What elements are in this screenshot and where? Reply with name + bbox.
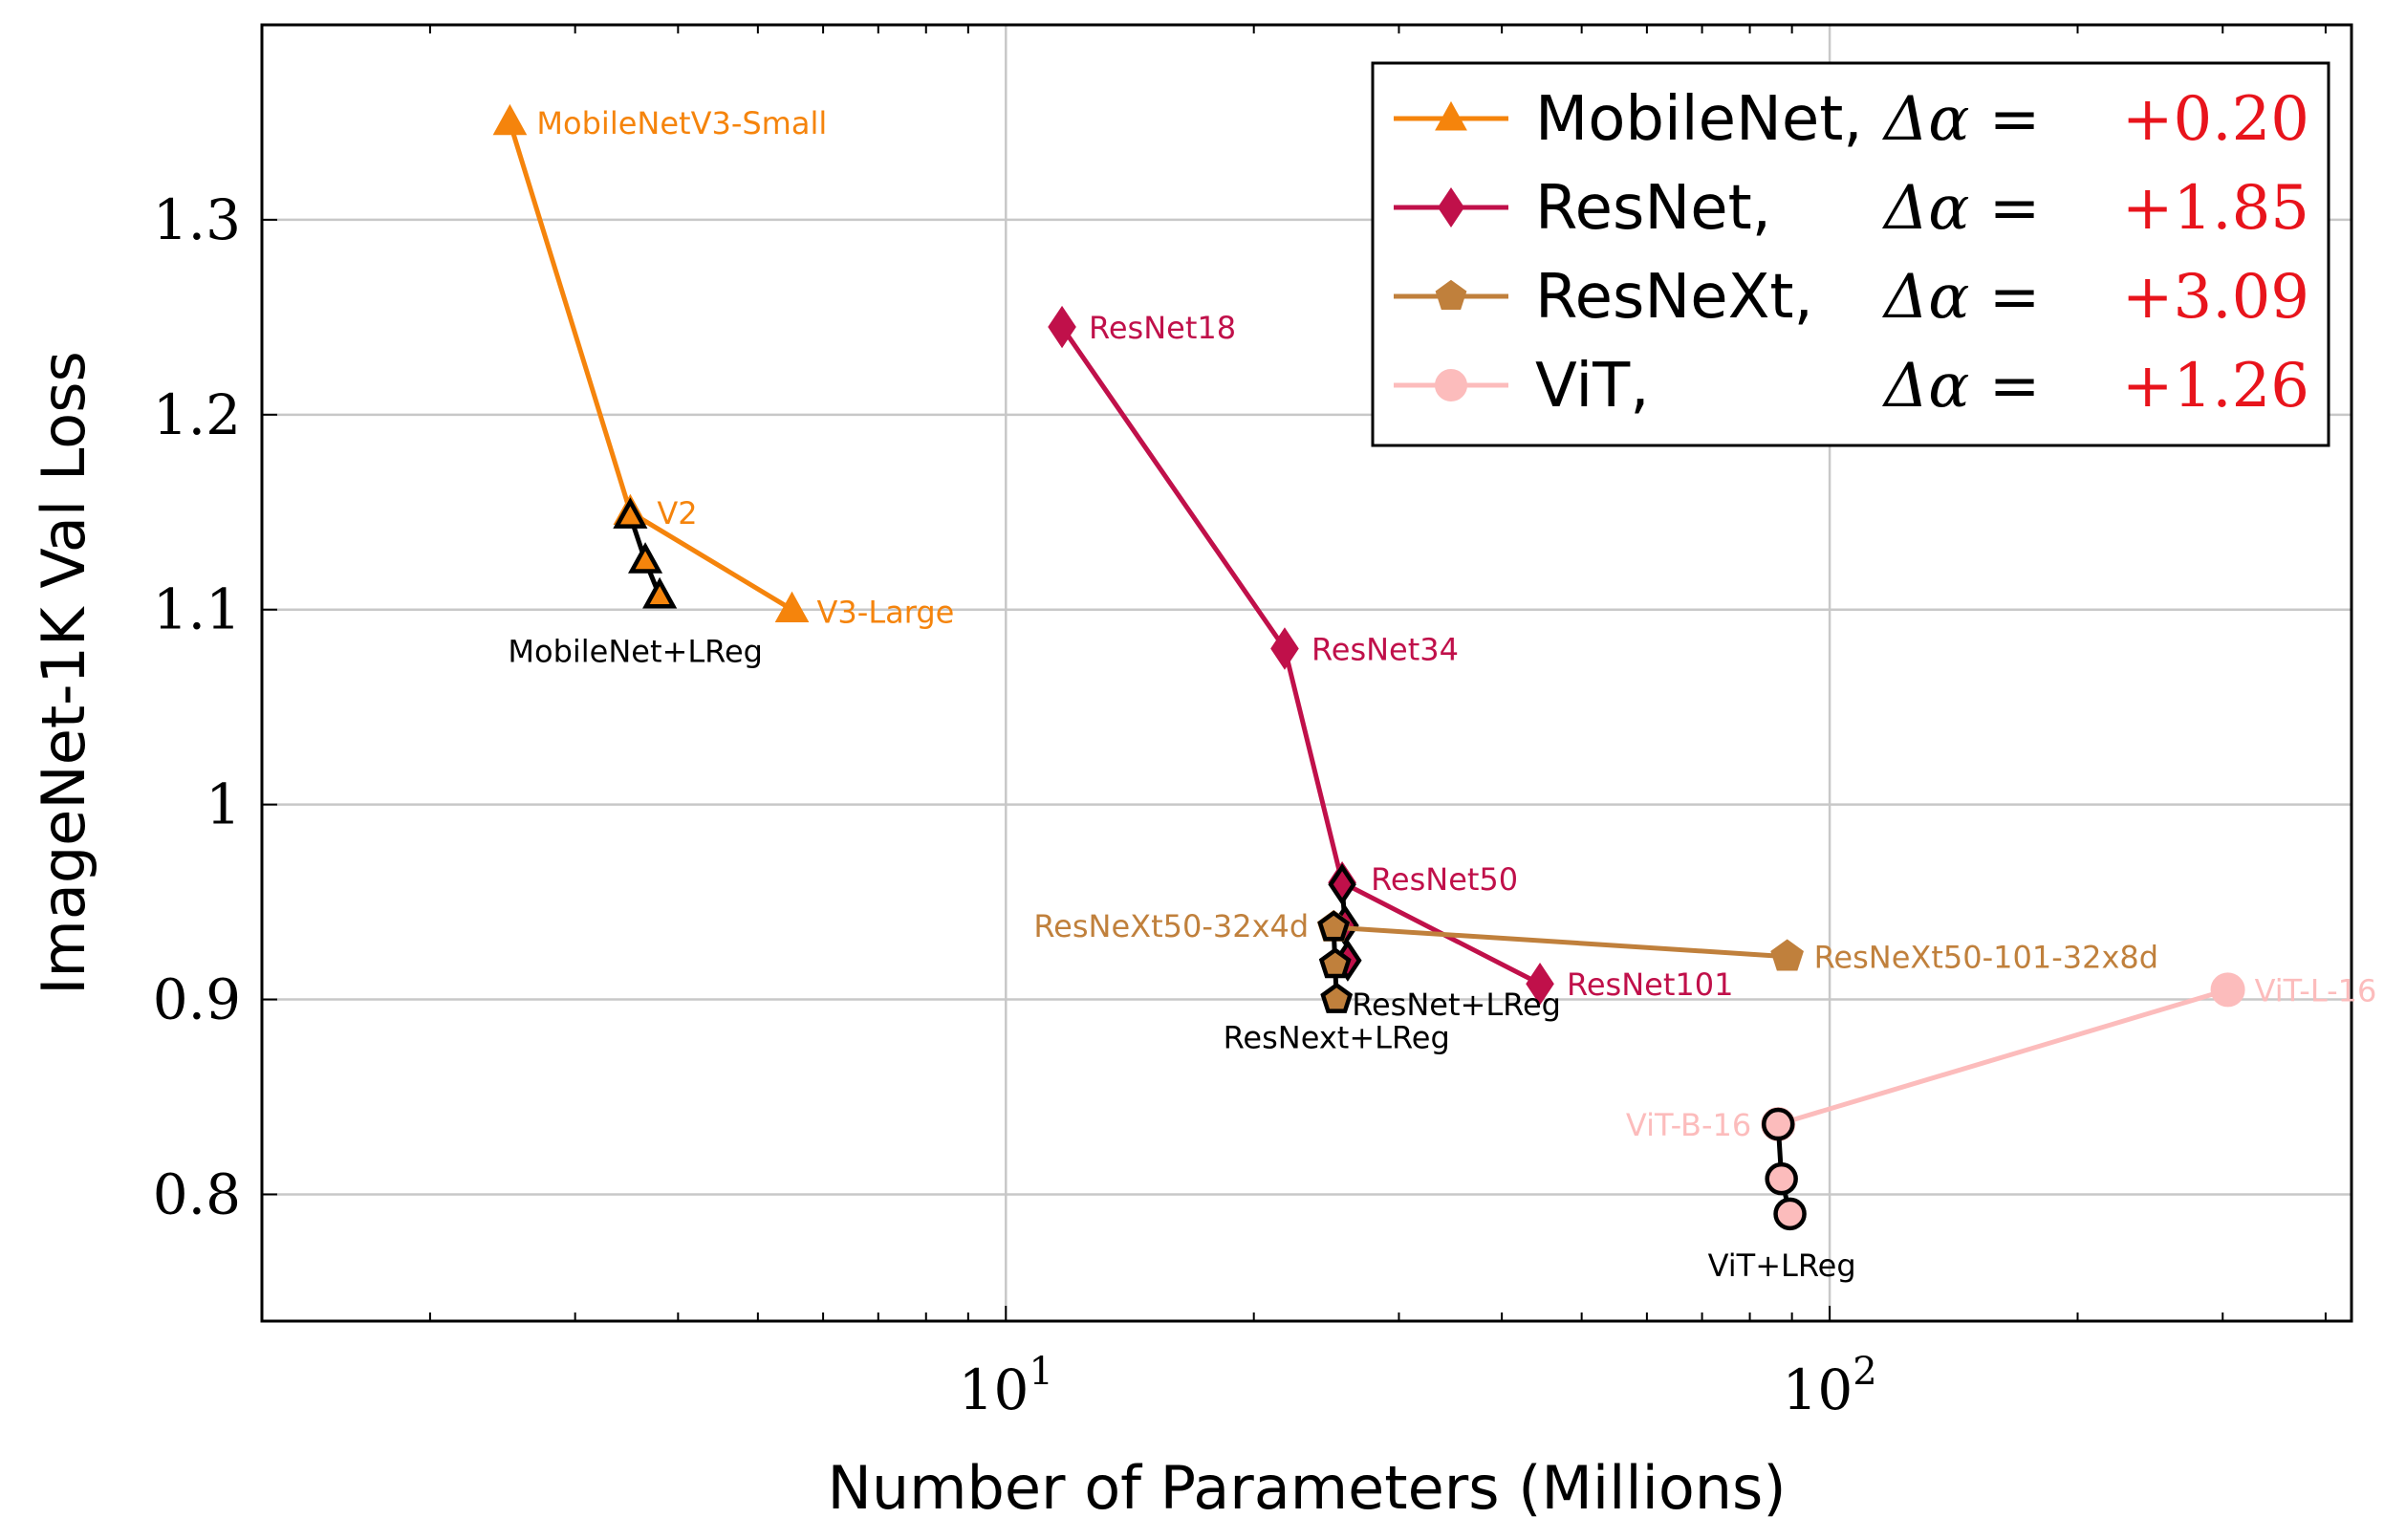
- lreg-label: ResNext+LReg: [1224, 1019, 1450, 1055]
- x-tick-exponent: 2: [1853, 1350, 1876, 1394]
- x-axis-tick-labels: 101 102: [959, 1350, 1877, 1422]
- legend-delta-value: +1.26: [2122, 351, 2309, 422]
- legend-marker: [1435, 100, 1467, 131]
- point-label: V2: [657, 495, 697, 531]
- lreg-label: ViT+LReg: [1708, 1247, 1856, 1284]
- y-tick-label: 1: [206, 772, 241, 837]
- x-tick-label: 101: [959, 1350, 1053, 1422]
- point-label: MobileNetV3-Small: [536, 105, 827, 141]
- legend-marker: [1435, 369, 1467, 401]
- y-tick-label: 1.2: [153, 382, 241, 447]
- series-line: [508, 121, 793, 612]
- legend-delta-label: Δα =: [1881, 84, 2040, 155]
- legend-series-name: ViT,: [1535, 351, 1650, 422]
- y-axis-tick-labels: 0.8 0.9 1 1.1 1.2 1.3: [153, 187, 241, 1227]
- point-labels: MobileNetV3-Small V2 V3-Large MobileNet+LRe…: [508, 105, 2376, 1284]
- lreg-data-point: [1773, 1197, 1807, 1231]
- legend-delta-value: +3.09: [2122, 262, 2309, 333]
- point-label: ResNet101: [1567, 966, 1733, 1003]
- legend-delta-label: Δα =: [1881, 262, 2040, 333]
- data-point: [2210, 972, 2245, 1008]
- series-3: [1761, 972, 2245, 1231]
- point-label: ResNet34: [1311, 632, 1459, 668]
- data-point: [1770, 939, 1804, 971]
- legend-entry: ResNet, Δα = +1.85: [1394, 173, 2309, 244]
- lreg-data-point: [1317, 910, 1351, 942]
- point-label: ResNet50: [1371, 861, 1518, 898]
- legend-marker: [1437, 186, 1465, 228]
- point-label: ViT-B-16: [1626, 1107, 1751, 1143]
- y-tick-label: 1.3: [153, 187, 241, 252]
- data-point: [1048, 305, 1076, 349]
- legend-entry: ViT, Δα = +1.26: [1394, 351, 2309, 422]
- x-tick-label: 102: [1782, 1350, 1876, 1422]
- y-axis-title: ImageNet-1K Val Loss: [29, 351, 98, 995]
- data-point: [492, 103, 528, 136]
- lreg-data-point: [1761, 1107, 1795, 1141]
- legend-box: [1371, 61, 2330, 447]
- x-tick-base: 10: [959, 1357, 1029, 1422]
- point-label: ResNeXt50-32x4d: [1033, 908, 1309, 944]
- series-0: [492, 103, 810, 622]
- lreg-label: MobileNet+LReg: [508, 634, 763, 670]
- x-axis-title: Number of Parameters (Millions): [827, 1453, 1786, 1523]
- data-point: [774, 591, 810, 622]
- point-label: V3-Large: [817, 595, 955, 631]
- legend-delta-value: +1.85: [2122, 173, 2309, 244]
- x-tick-base: 10: [1782, 1357, 1853, 1422]
- data-point: [1270, 627, 1299, 670]
- lreg-data-point: [628, 542, 663, 574]
- x-tick-exponent: 1: [1029, 1350, 1052, 1394]
- legend-entry: ResNeXt, Δα = +3.09: [1394, 262, 2309, 333]
- plot-area-frame: [260, 23, 2353, 1323]
- series-2: [1316, 909, 1804, 1013]
- series-layer: [492, 103, 2245, 1231]
- legend-marker: [1435, 279, 1467, 310]
- lreg-data-point: [1320, 982, 1354, 1013]
- legend-delta-value: +0.20: [2122, 84, 2309, 155]
- point-label: ViT-L-16: [2255, 972, 2377, 1009]
- legend-series-name: ResNet,: [1535, 173, 1771, 244]
- y-tick-label: 0.8: [153, 1161, 241, 1226]
- point-label: ResNet18: [1089, 310, 1236, 346]
- series-line: [1333, 924, 1788, 960]
- legend-delta-label: Δα =: [1881, 173, 2040, 244]
- lreg-data-point: [1328, 863, 1356, 906]
- point-label: ResNeXt50-101-32x8d: [1814, 940, 2158, 976]
- legend-entry: MobileNet, Δα = +0.20: [1394, 84, 2309, 155]
- legend-series-name: ResNeXt,: [1535, 262, 1813, 333]
- legend-delta-label: Δα =: [1881, 351, 2040, 422]
- series-line: [1777, 987, 2229, 1127]
- legend-series-name: MobileNet,: [1535, 84, 1863, 155]
- y-tick-label: 1.1: [153, 577, 241, 642]
- lreg-data-point: [1318, 947, 1352, 979]
- y-tick-label: 0.9: [153, 967, 241, 1032]
- lreg-data-point: [642, 576, 678, 609]
- lreg-data-point: [613, 497, 648, 529]
- data-point: [1526, 963, 1554, 1006]
- lreg-label: ResNet+LReg: [1352, 987, 1561, 1023]
- lreg-data-point: [1765, 1161, 1798, 1196]
